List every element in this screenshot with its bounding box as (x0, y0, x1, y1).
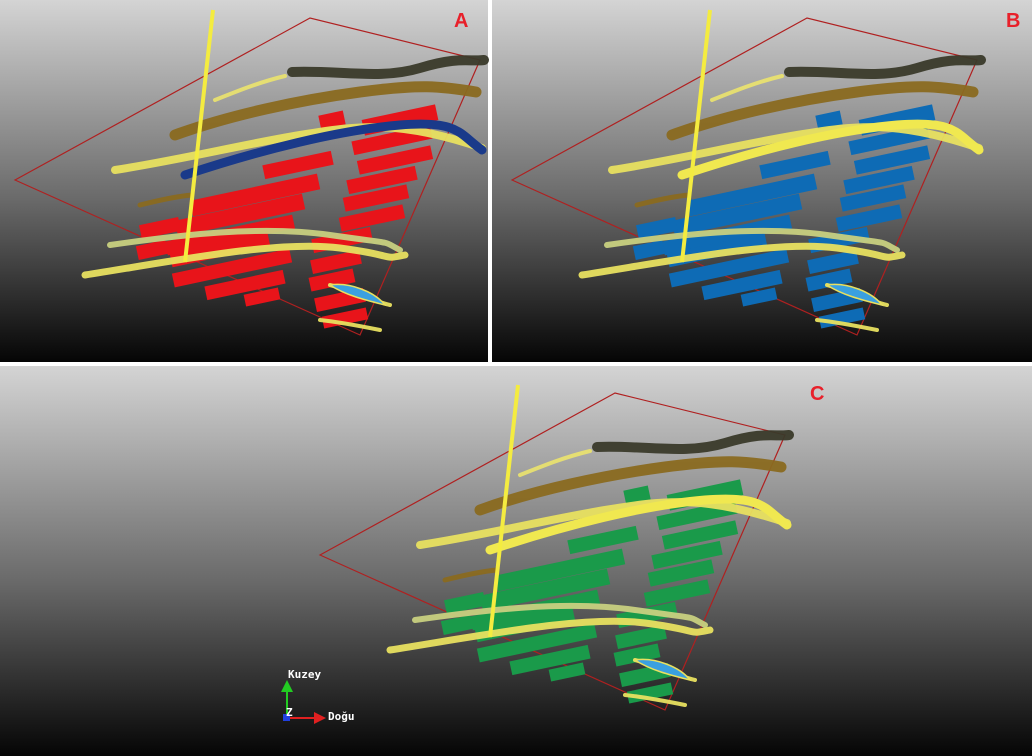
panel-label: C (810, 383, 824, 405)
axis-label: Doğu (328, 710, 355, 723)
panel-b-bg (492, 0, 1032, 362)
panel-c-bg (0, 366, 1032, 756)
axis-label: Z (286, 706, 293, 719)
page: A B C Kuzey Doğu Z (() => { const data =… (0, 0, 1032, 756)
panel-label: A (454, 10, 468, 32)
axis-label: Kuzey (288, 668, 321, 681)
panel-label: B (1006, 10, 1020, 32)
figure: A B C Kuzey Doğu Z (0, 0, 1032, 756)
